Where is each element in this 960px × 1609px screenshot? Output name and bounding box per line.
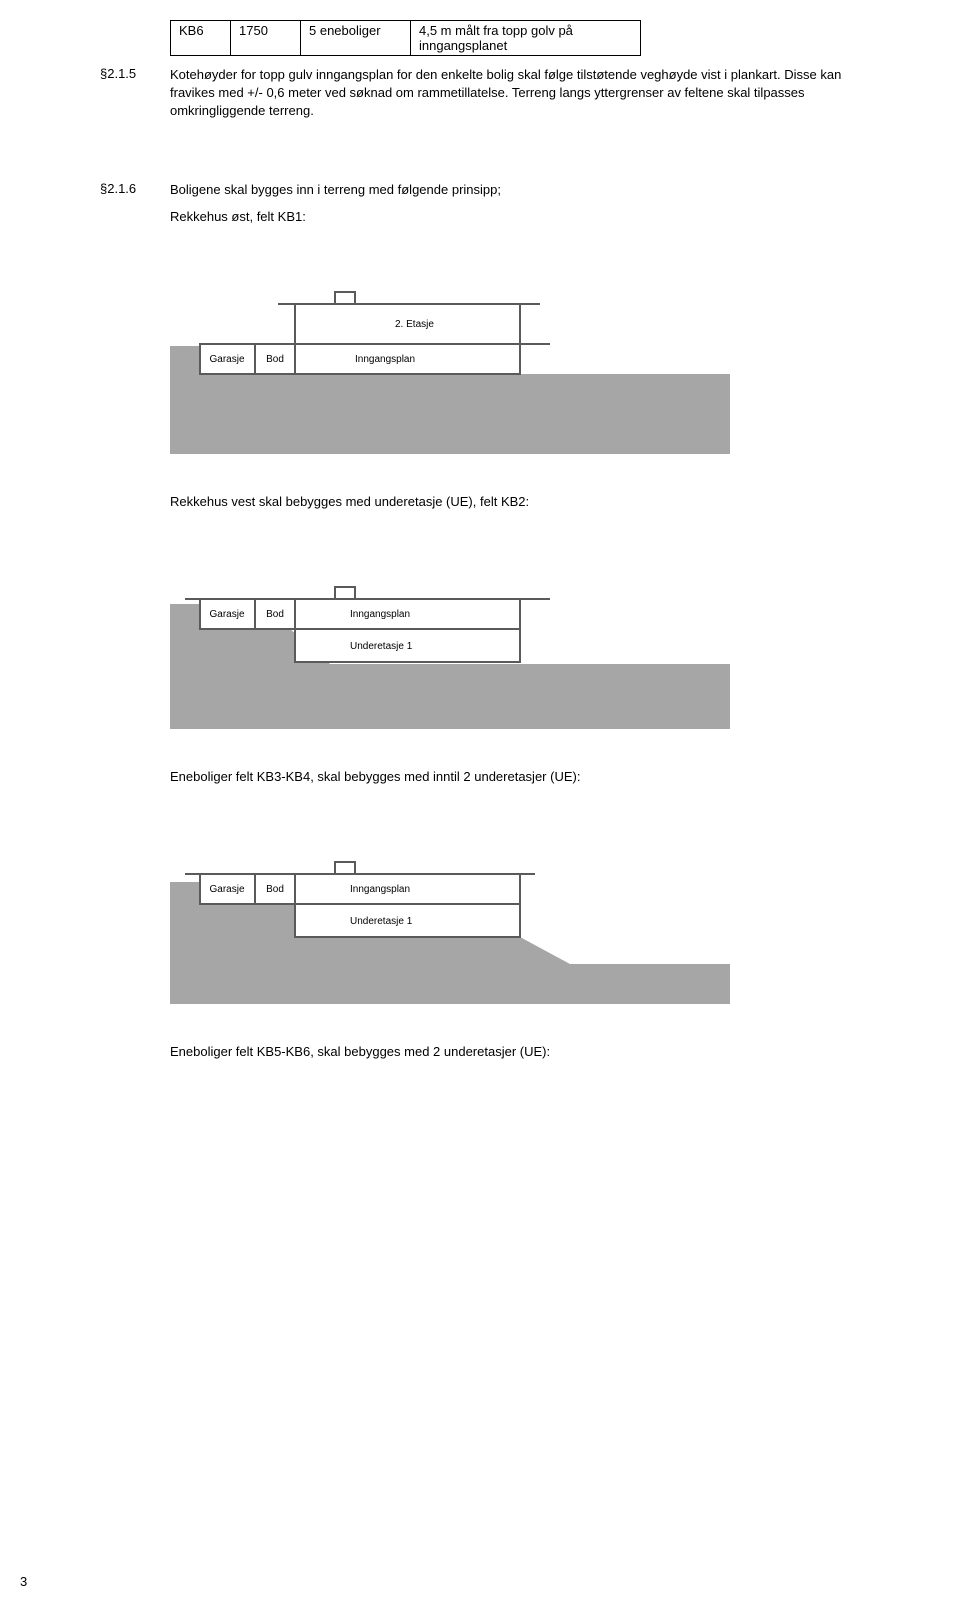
cell-height: 4,5 m målt fra topp golv på inngangsplan… [411,21,641,56]
label-garasje: Garasje [209,354,244,365]
page-number: 3 [20,1574,27,1589]
label-garasje: Garasje [209,884,244,895]
diagram-kb1: Garasje Bod Inngangsplan 2. Etasje [170,244,860,454]
diagram-kb2: Garasje Bod Inngangsplan Underetasje 1 [170,529,860,729]
cell-kb6: KB6 [171,21,231,56]
section-2-1-5: §2.1.5 Kotehøyder for topp gulv inngangs… [100,66,860,121]
label-inngangsplan: Inngangsplan [350,884,410,895]
cell-type: 5 eneboliger [301,21,411,56]
label-underetasje: Underetasje 1 [350,641,413,652]
label-inngangsplan: Inngangsplan [350,609,410,620]
diagram4-caption: Eneboliger felt KB5-KB6, skal bebygges m… [170,1044,860,1059]
section-text: Boligene skal bygges inn i terreng med f… [170,181,860,199]
section-2-1-6: §2.1.6 Boligene skal bygges inn i terren… [100,181,860,199]
section-label: §2.1.6 [100,181,170,196]
label-bod: Bod [266,609,284,620]
diagram1-caption: Rekkehus øst, felt KB1: [170,209,860,224]
label-inngangsplan: Inngangsplan [355,354,415,365]
label-etasje2: 2. Etasje [395,319,434,330]
section-label: §2.1.5 [100,66,170,81]
diagram2-caption: Rekkehus vest skal bebygges med undereta… [170,494,860,509]
section-text: Kotehøyder for topp gulv inngangsplan fo… [170,66,860,121]
label-garasje: Garasje [209,609,244,620]
cell-area: 1750 [231,21,301,56]
building-table: KB6 1750 5 eneboliger 4,5 m målt fra top… [170,20,641,56]
diagram-kb3-kb4: Garasje Bod Inngangsplan Underetasje 1 [170,804,860,1004]
label-underetasje: Underetasje 1 [350,916,413,927]
diagram3-caption: Eneboliger felt KB3-KB4, skal bebygges m… [170,769,860,784]
label-bod: Bod [266,884,284,895]
label-bod: Bod [266,354,284,365]
